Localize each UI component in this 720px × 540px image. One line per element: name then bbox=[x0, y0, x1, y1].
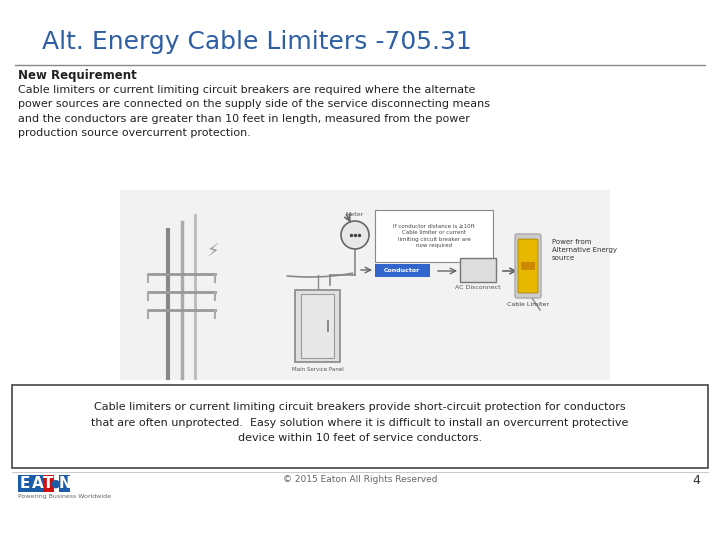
Text: Meter: Meter bbox=[346, 212, 364, 217]
FancyBboxPatch shape bbox=[375, 210, 493, 262]
Text: Cable limiters or current limiting circuit breakers provide short-circuit protec: Cable limiters or current limiting circu… bbox=[91, 402, 629, 443]
FancyBboxPatch shape bbox=[301, 294, 334, 358]
FancyBboxPatch shape bbox=[515, 234, 541, 298]
Text: If conductor distance is ≥10ft
Cable limiter or current
limiting circuit breaker: If conductor distance is ≥10ft Cable lim… bbox=[393, 224, 474, 248]
Text: AC Disconnect: AC Disconnect bbox=[455, 285, 501, 290]
Text: E: E bbox=[20, 476, 30, 491]
Text: New Requirement: New Requirement bbox=[18, 69, 137, 82]
Text: Main Service Panel: Main Service Panel bbox=[292, 367, 343, 372]
Text: Cable Limiter: Cable Limiter bbox=[507, 302, 549, 307]
FancyBboxPatch shape bbox=[59, 475, 70, 492]
FancyBboxPatch shape bbox=[375, 264, 430, 277]
FancyBboxPatch shape bbox=[18, 475, 32, 492]
Text: Alt. Energy Cable Limiters -705.31: Alt. Energy Cable Limiters -705.31 bbox=[42, 30, 472, 54]
FancyBboxPatch shape bbox=[521, 262, 535, 270]
Text: N: N bbox=[58, 476, 71, 491]
Text: Cable limiters or current limiting circuit breakers are required where the alter: Cable limiters or current limiting circu… bbox=[18, 85, 490, 138]
FancyBboxPatch shape bbox=[460, 258, 496, 282]
Text: T: T bbox=[43, 476, 54, 491]
Text: A: A bbox=[32, 476, 43, 491]
FancyBboxPatch shape bbox=[12, 385, 708, 468]
Text: ●: ● bbox=[50, 478, 60, 489]
Text: Powering Business Worldwide: Powering Business Worldwide bbox=[18, 494, 111, 499]
Text: Conductor: Conductor bbox=[384, 268, 420, 273]
Text: 4: 4 bbox=[692, 474, 700, 487]
FancyBboxPatch shape bbox=[120, 190, 610, 380]
FancyBboxPatch shape bbox=[295, 290, 340, 362]
Text: © 2015 Eaton All Rights Reserved: © 2015 Eaton All Rights Reserved bbox=[283, 476, 437, 484]
FancyBboxPatch shape bbox=[32, 475, 43, 492]
FancyBboxPatch shape bbox=[43, 475, 54, 492]
FancyBboxPatch shape bbox=[518, 239, 538, 293]
Circle shape bbox=[341, 221, 369, 249]
Text: Power from
Alternative Energy
source: Power from Alternative Energy source bbox=[552, 239, 617, 261]
Text: ⚡: ⚡ bbox=[207, 243, 220, 261]
